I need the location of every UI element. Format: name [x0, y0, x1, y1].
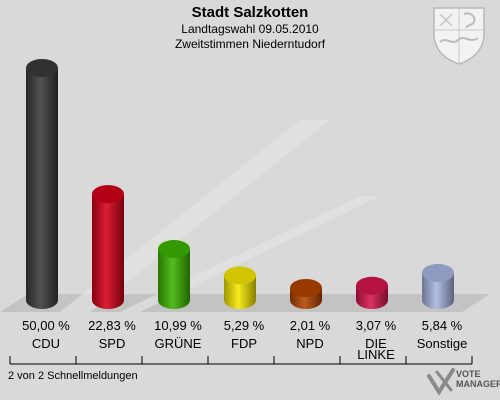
- chart-subtitle-district: Zweitstimmen Niederntudorf: [174, 37, 326, 51]
- bar-die-linke: [356, 276, 388, 309]
- value-label: 22,83 %: [88, 318, 136, 333]
- value-label: 50,00 %: [22, 318, 70, 333]
- bar-group: [26, 59, 454, 309]
- bar-npd: [290, 279, 322, 309]
- label-group: 50,00 % CDU 22,83 % SPD 10,99 % GRÜNE 5,29 % FD…: [22, 318, 467, 362]
- category-label: SPD: [99, 336, 126, 351]
- bar-sonstige: [422, 263, 454, 309]
- value-label: 2,01 %: [290, 318, 331, 333]
- category-label: FDP: [231, 336, 257, 351]
- chart-title: Stadt Salzkotten: [191, 4, 309, 21]
- chart-subtitle-election: Landtagswahl 09.05.2010: [181, 22, 319, 36]
- category-label: GRÜNE: [155, 336, 202, 351]
- category-label: DIE LINKE: [357, 336, 395, 362]
- bar-spd: [92, 185, 124, 309]
- vote-manager-logo-text: VOTE MANAGER: [456, 369, 500, 389]
- chart-header: Stadt Salzkotten Landtagswahl 09.05.2010…: [0, 4, 500, 52]
- coat-of-arms-icon: [433, 7, 485, 65]
- category-label: NPD: [296, 336, 323, 351]
- value-label: 5,84 %: [422, 318, 463, 333]
- value-label: 10,99 %: [154, 318, 202, 333]
- status-text: 2 von 2 Schnellmeldungen: [8, 370, 138, 382]
- value-label: 5,29 %: [224, 318, 265, 333]
- bar-fdp: [224, 266, 256, 309]
- brand-line-1: VOTE: [456, 369, 481, 379]
- brand-line-2: MANAGER: [456, 379, 500, 389]
- category-label: CDU: [32, 336, 60, 351]
- bar-cdu: [26, 59, 58, 309]
- category-label: Sonstige: [417, 336, 468, 351]
- bar-grüne: [158, 240, 190, 309]
- value-label: 3,07 %: [356, 318, 397, 333]
- backdrop-shadow: [60, 120, 330, 312]
- x-axis: [9, 356, 473, 365]
- vote-manager-logo: [427, 368, 455, 396]
